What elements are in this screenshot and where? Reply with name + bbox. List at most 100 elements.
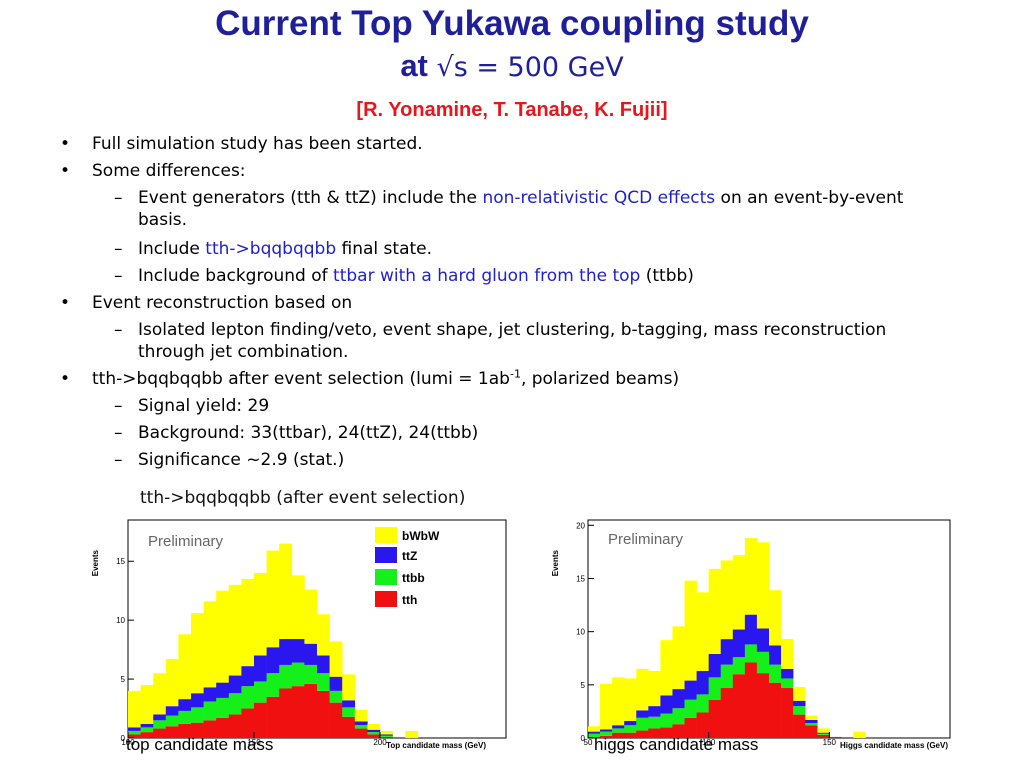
bar-ttz	[178, 699, 192, 711]
slide-authors: [R. Yonamine, T. Tanabe, K. Fujii]	[356, 99, 668, 121]
bar-bwbw	[732, 555, 746, 630]
bar-tth	[588, 736, 601, 738]
bar-ttbb	[708, 677, 722, 700]
bar-ttbb	[203, 701, 217, 721]
bar-ttz	[744, 614, 758, 645]
bar-tth	[203, 720, 217, 738]
bar-bwbw	[781, 639, 794, 669]
bar-ttz	[140, 723, 154, 728]
bar-bwbw	[805, 715, 818, 720]
legend-swatch-tth	[375, 591, 397, 607]
bullet-dot: •	[60, 134, 71, 154]
bar-ttbb	[266, 673, 280, 697]
x-tick-label: 150	[247, 738, 261, 747]
bar-ttbb	[636, 717, 649, 731]
bar-tth	[342, 716, 356, 738]
bar-bwbw	[769, 590, 782, 646]
bar-ttbb	[744, 644, 758, 663]
highlight-text: tth->bqqbqqbb	[205, 239, 337, 259]
bar-ttz	[732, 629, 746, 658]
legend: bWbW ttZ ttbb tth	[375, 527, 440, 607]
y-tick-label: 5	[581, 681, 586, 690]
bar-bwbw	[756, 542, 770, 629]
bar-tth	[165, 726, 179, 738]
y-tick-label: 20	[576, 521, 585, 530]
bar-ttz	[720, 639, 734, 665]
bar-tth	[769, 682, 782, 738]
bar-ttbb	[191, 707, 204, 723]
bar-ttbb	[241, 686, 255, 709]
bar-bwbw	[128, 690, 141, 728]
y-axis-label: Events	[91, 549, 100, 576]
bar-ttbb	[793, 706, 806, 715]
dash-marker: –	[114, 320, 123, 340]
y-tick-label: 15	[116, 557, 125, 566]
bar-tth	[636, 730, 649, 738]
sub-bullet-item: Include tth->bqqbqqbb final state.	[138, 238, 432, 260]
bar-tth	[696, 712, 709, 738]
bar-tth	[140, 732, 154, 738]
legend-label-tth: tth	[402, 593, 417, 607]
preliminary-label: Preliminary	[148, 533, 224, 550]
bar-bwbw	[793, 686, 806, 701]
bar-bwbw	[817, 728, 830, 733]
bar-ttz	[588, 731, 601, 734]
bar-ttz	[636, 710, 649, 718]
chart-title: top candidate mass	[126, 735, 273, 754]
bar-bwbw	[317, 614, 330, 656]
x-tick-label: 200	[373, 738, 387, 747]
dash-marker: –	[114, 450, 123, 470]
bar-bwbw	[140, 684, 154, 724]
bar-bwbw	[600, 683, 613, 730]
subtitle-energy: √s = 500 GeV	[436, 52, 624, 83]
dash-marker: –	[114, 423, 123, 443]
bar-ttbb	[672, 708, 685, 725]
bar-ttbb	[732, 657, 746, 675]
bar-tth	[684, 717, 697, 738]
bar-tth	[805, 725, 818, 738]
x-tick-label: 100	[702, 738, 716, 747]
bar-ttbb	[600, 731, 613, 736]
bar-tth	[254, 702, 267, 738]
bar-bwbw	[329, 641, 343, 677]
bar-bwbw	[216, 590, 230, 683]
bar-tth	[266, 696, 280, 738]
slide-subtitle: at √s = 500 GeV	[0, 48, 1024, 86]
bar-ttz	[191, 693, 204, 708]
bar-tth	[708, 699, 722, 738]
text: (ttbb)	[640, 266, 694, 286]
legend-label-ttbb: ttbb	[402, 571, 425, 585]
sub-bullet-item: Isolated lepton finding/veto, event shap…	[138, 320, 887, 340]
bar-ttbb	[304, 664, 318, 684]
bar-tth	[672, 724, 685, 738]
bar-ttz	[254, 655, 267, 682]
bullet-item: Event reconstruction based on	[92, 293, 353, 313]
bar-tth	[279, 688, 293, 738]
bar-ttbb	[367, 732, 381, 735]
bar-ttbb	[720, 664, 734, 689]
sub-bullet-item: Event generators (tth & ttZ) include the…	[138, 187, 903, 209]
y-axis-label: Events	[551, 549, 560, 576]
x-axis-label: Higgs candidate mass (GeV)	[840, 741, 948, 750]
preliminary-label: Preliminary	[608, 531, 684, 548]
y-tick-label: 0	[581, 734, 586, 743]
bar-tth	[216, 717, 230, 738]
bar-ttz	[660, 695, 673, 714]
text: Include background of	[138, 266, 334, 286]
dash-marker: –	[114, 396, 123, 416]
bar-tth	[732, 674, 746, 738]
bar-bwbw	[291, 575, 305, 640]
bullet-dot: •	[60, 293, 71, 313]
highlight-text: non-relativistic QCD effects	[482, 188, 716, 208]
bullet-item: tth->bqqbqqbb after event selection (lum…	[92, 368, 679, 390]
bar-tth	[317, 690, 330, 738]
bar-ttz	[216, 682, 230, 698]
bar-ttz	[367, 729, 381, 733]
bar-ttz	[708, 653, 722, 678]
bar-ttz	[342, 700, 356, 708]
bar-bwbw	[241, 578, 255, 667]
slide-title: Current Top Yukawa coupling study	[215, 4, 809, 43]
bar-ttz	[329, 676, 343, 691]
bar-ttbb	[254, 681, 267, 703]
bar-tth	[191, 722, 204, 738]
